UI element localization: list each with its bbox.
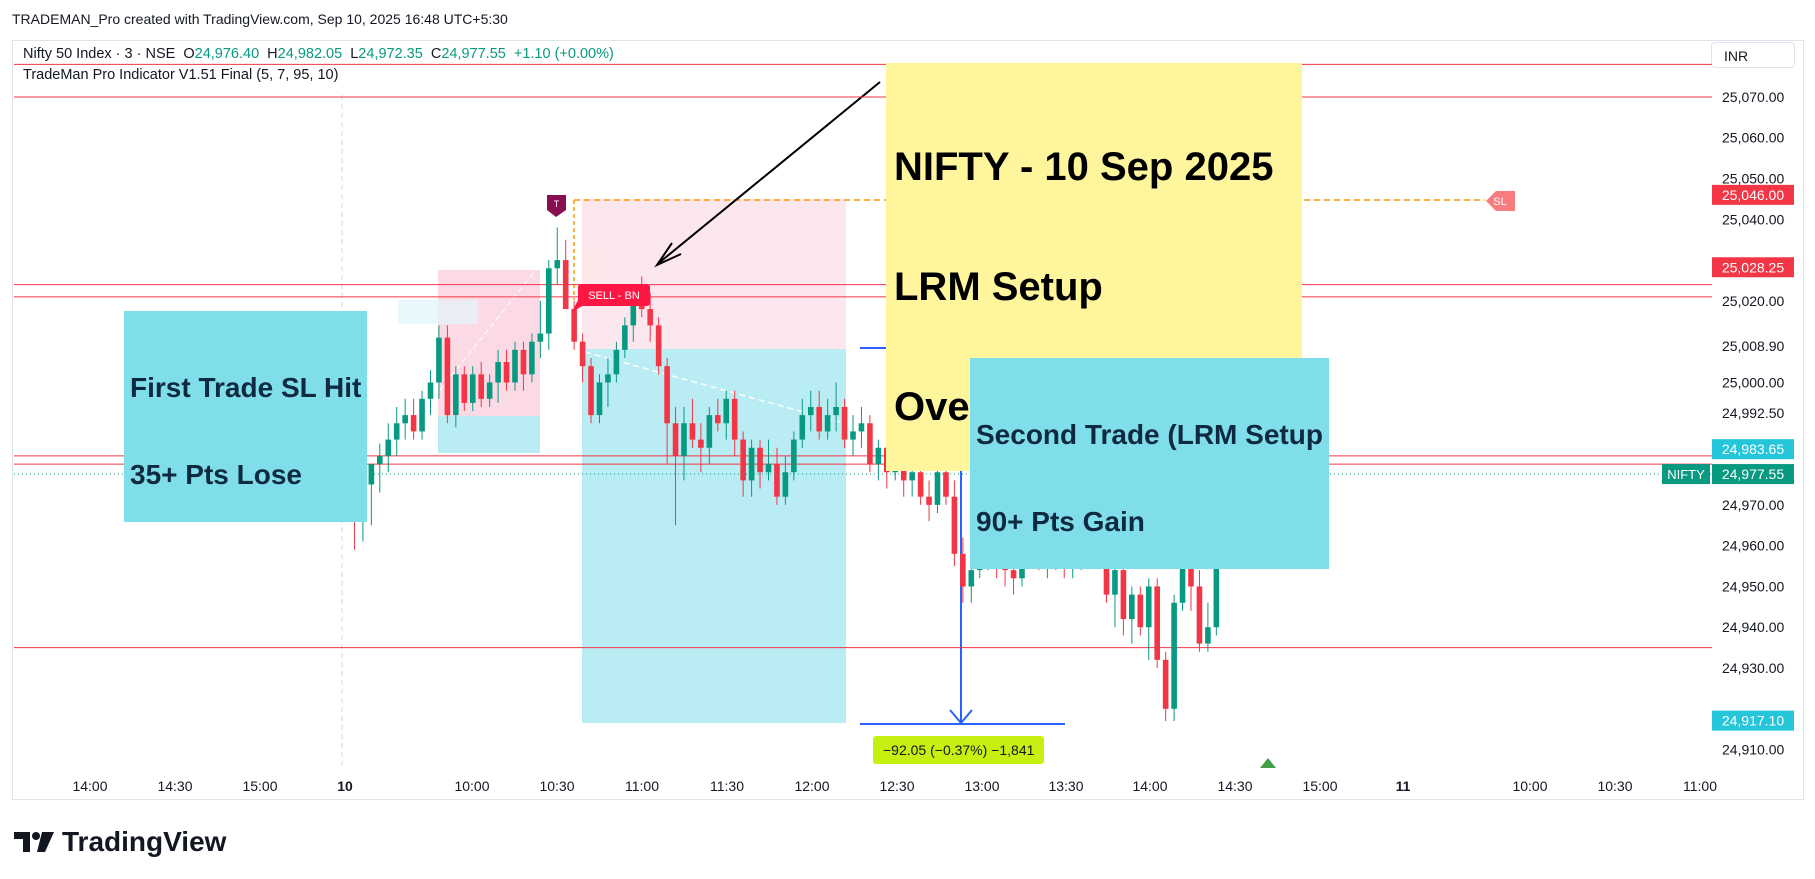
indicator-legend[interactable]: TradeMan Pro Indicator V1.51 Final (5, 7…	[23, 67, 339, 83]
change-value: +1.10 (+0.00%)	[513, 46, 614, 62]
chart-attribution: TRADEMAN_Pro created with TradingView.co…	[12, 11, 508, 27]
symbol-name: Nifty 50 Index · 3 · NSE	[23, 46, 176, 62]
low-value: 24,972.35	[358, 46, 423, 62]
close-label: C	[430, 46, 442, 62]
open-value: 24,976.40	[194, 46, 260, 62]
second-trade-line-1: Second Trade (LRM Setup	[976, 419, 1323, 450]
second-trade-line-2: 90+ Pts Gain	[976, 506, 1145, 537]
open-label: O	[183, 46, 195, 62]
high-label: H	[267, 46, 278, 62]
tradingview-logo[interactable]: TradingView	[14, 826, 226, 858]
low-label: L	[350, 46, 359, 62]
chart-frame	[12, 40, 1804, 800]
first-trade-line-1: First Trade SL Hit	[130, 372, 362, 403]
currency-button[interactable]: INR	[1711, 42, 1795, 68]
second-trade-note: Second Trade (LRM Setup 90+ Pts Gain	[970, 358, 1329, 569]
high-value: 24,982.05	[277, 46, 343, 62]
tradingview-logo-icon	[14, 832, 54, 852]
symbol-legend: Nifty 50 Index · 3 · NSE O24,976.40 H24,…	[23, 46, 614, 62]
title-line-1: NIFTY - 10 Sep 2025	[894, 145, 1274, 189]
tradingview-logo-text: TradingView	[62, 826, 227, 857]
close-value: 24,977.55	[441, 46, 506, 62]
measure-readout: −92.05 (−0.37%) −1,841	[873, 736, 1045, 764]
title-line-2: LRM Setup	[894, 265, 1103, 309]
first-trade-line-2: 35+ Pts Lose	[130, 459, 302, 490]
first-trade-note: First Trade SL Hit 35+ Pts Lose	[124, 311, 368, 522]
